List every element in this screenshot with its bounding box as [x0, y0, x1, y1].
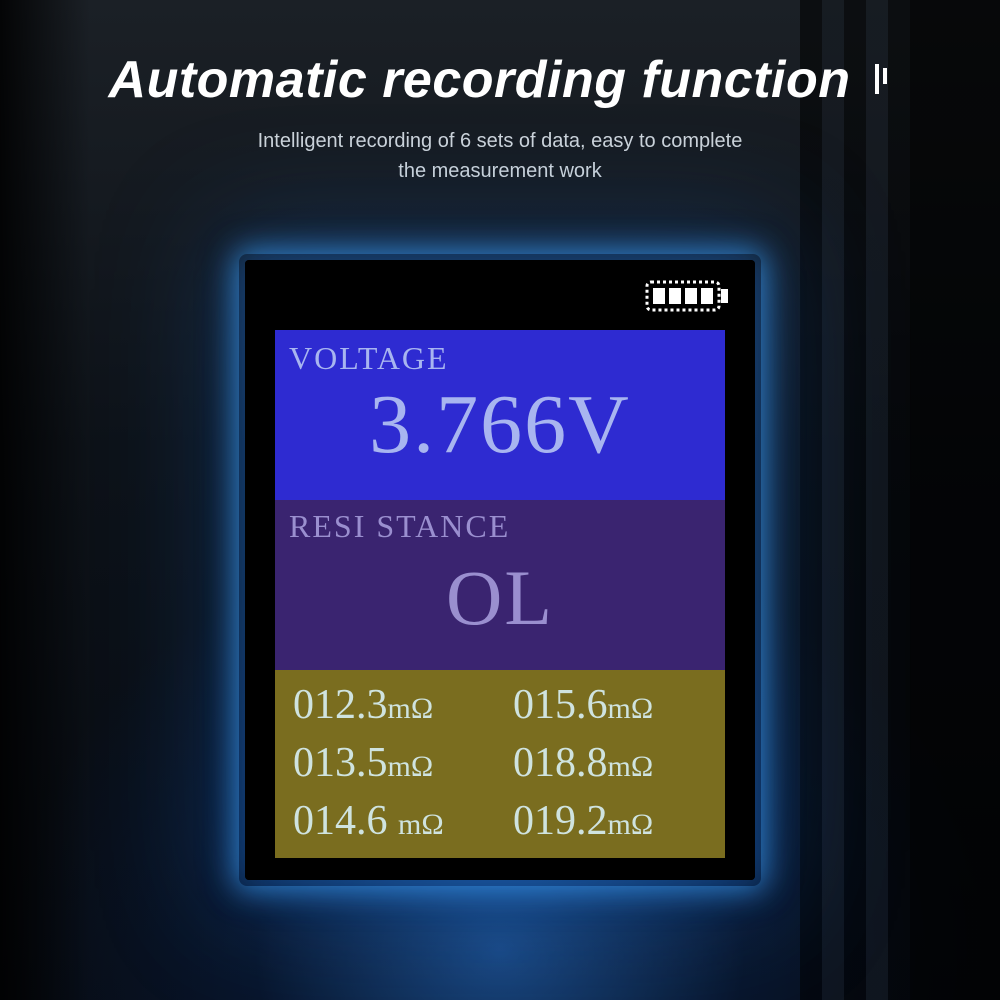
title-text: Automatic recording function: [109, 51, 851, 109]
cursor-icon: [873, 49, 891, 109]
records-panel: 012.3mΩ 015.6mΩ 013.5mΩ 018.8mΩ 014.6 mΩ…: [275, 670, 725, 858]
resistance-panel: RESI STANCE OL: [275, 500, 725, 670]
record-item: 012.3mΩ: [293, 679, 487, 732]
record-item: 019.2mΩ: [513, 795, 707, 848]
screen-panels: VOLTAGE 3.766V RESI STANCE OL 012.3mΩ 01…: [275, 330, 725, 858]
stage: Automatic recording function Intelligent…: [0, 0, 1000, 1000]
record-item: 015.6mΩ: [513, 679, 707, 732]
resistance-label: RESI STANCE: [289, 508, 711, 545]
voltage-label: VOLTAGE: [289, 340, 711, 377]
page-subtitle: Intelligent recording of 6 sets of data,…: [0, 126, 1000, 186]
subtitle-line1: Intelligent recording of 6 sets of data,…: [258, 130, 743, 152]
record-item: 014.6 mΩ: [293, 795, 487, 848]
voltage-panel: VOLTAGE 3.766V: [275, 330, 725, 500]
resistance-value: OL: [289, 559, 711, 637]
record-item: 018.8mΩ: [513, 737, 707, 790]
page-title: Automatic recording function: [0, 50, 1000, 113]
voltage-value: 3.766V: [289, 383, 711, 467]
subtitle-line2: the measurement work: [398, 160, 601, 182]
battery-icon: [645, 276, 731, 321]
record-item: 013.5mΩ: [293, 737, 487, 790]
device-screen: VOLTAGE 3.766V RESI STANCE OL 012.3mΩ 01…: [245, 260, 755, 880]
